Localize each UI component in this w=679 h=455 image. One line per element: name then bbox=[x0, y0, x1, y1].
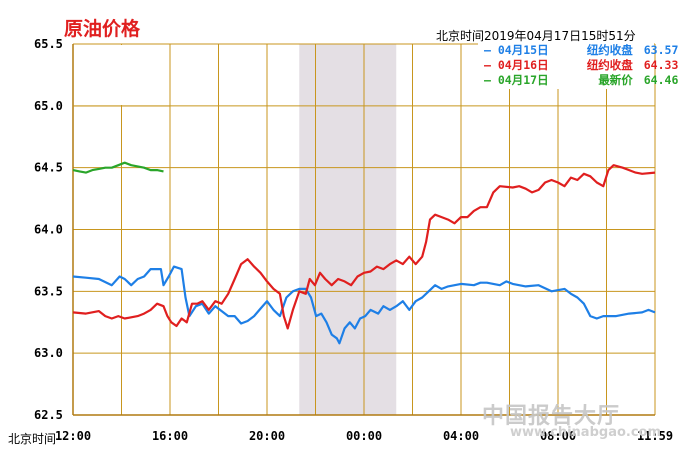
x-tick-label: 16:00 bbox=[152, 429, 188, 443]
legend-label: 04月15日 bbox=[497, 43, 549, 57]
blank-overlay bbox=[74, 45, 169, 105]
legend-value: 64.46 bbox=[643, 73, 679, 87]
legend-label: 04月16日 bbox=[497, 58, 549, 72]
legend-kind: 纽约收盘 bbox=[586, 43, 633, 57]
x-axis-name: 北京时间 bbox=[8, 432, 57, 446]
y-tick-label: 64.5 bbox=[34, 161, 63, 175]
y-tick-label: 64.0 bbox=[34, 223, 63, 237]
legend-item-0415: — 04月15日 纽约收盘 63.57 bbox=[478, 43, 678, 58]
legend-kind: 纽约收盘 bbox=[586, 58, 633, 72]
series-line-2 bbox=[72, 161, 164, 174]
timestamp: 北京时间2019年04月17日15时51分 bbox=[436, 29, 636, 43]
legend-label: 04月17日 bbox=[497, 73, 549, 87]
x-tick-label: 12:00 bbox=[55, 429, 91, 443]
legend-item-0416: — 04月16日 纽约收盘 64.33 bbox=[478, 58, 678, 73]
legend: — 04月15日 纽约收盘 63.57 — 04月16日 纽约收盘 64.33 … bbox=[478, 42, 678, 89]
x-tick-label: 04:00 bbox=[443, 429, 479, 443]
x-tick-label: 00:00 bbox=[346, 429, 382, 443]
y-tick-label: 62.5 bbox=[34, 408, 63, 422]
legend-item-0417: — 04月17日 最新价 64.46 bbox=[478, 73, 678, 88]
y-tick-label: 65.0 bbox=[34, 99, 63, 113]
legend-kind: 最新价 bbox=[598, 73, 633, 87]
watermark-url: www.chinabgao.com bbox=[510, 425, 662, 440]
y-tick-label: 65.5 bbox=[34, 37, 63, 51]
x-tick-label: 20:00 bbox=[249, 429, 285, 443]
legend-swatch: — bbox=[484, 73, 491, 87]
chart-title: 原油价格 bbox=[64, 18, 141, 40]
x-tick-label: 11:59 bbox=[637, 429, 673, 443]
legend-swatch: — bbox=[484, 58, 491, 72]
legend-swatch: — bbox=[484, 43, 491, 57]
y-tick-label: 63.0 bbox=[34, 346, 63, 360]
series-line-0 bbox=[72, 265, 656, 345]
series-line-1 bbox=[72, 164, 656, 330]
y-tick-label: 63.5 bbox=[34, 284, 63, 298]
legend-value: 64.33 bbox=[643, 58, 679, 72]
legend-value: 63.57 bbox=[643, 43, 679, 57]
x-tick-label: 08:00 bbox=[540, 429, 576, 443]
watermark-logo: 中国报告大厅 bbox=[482, 404, 621, 429]
